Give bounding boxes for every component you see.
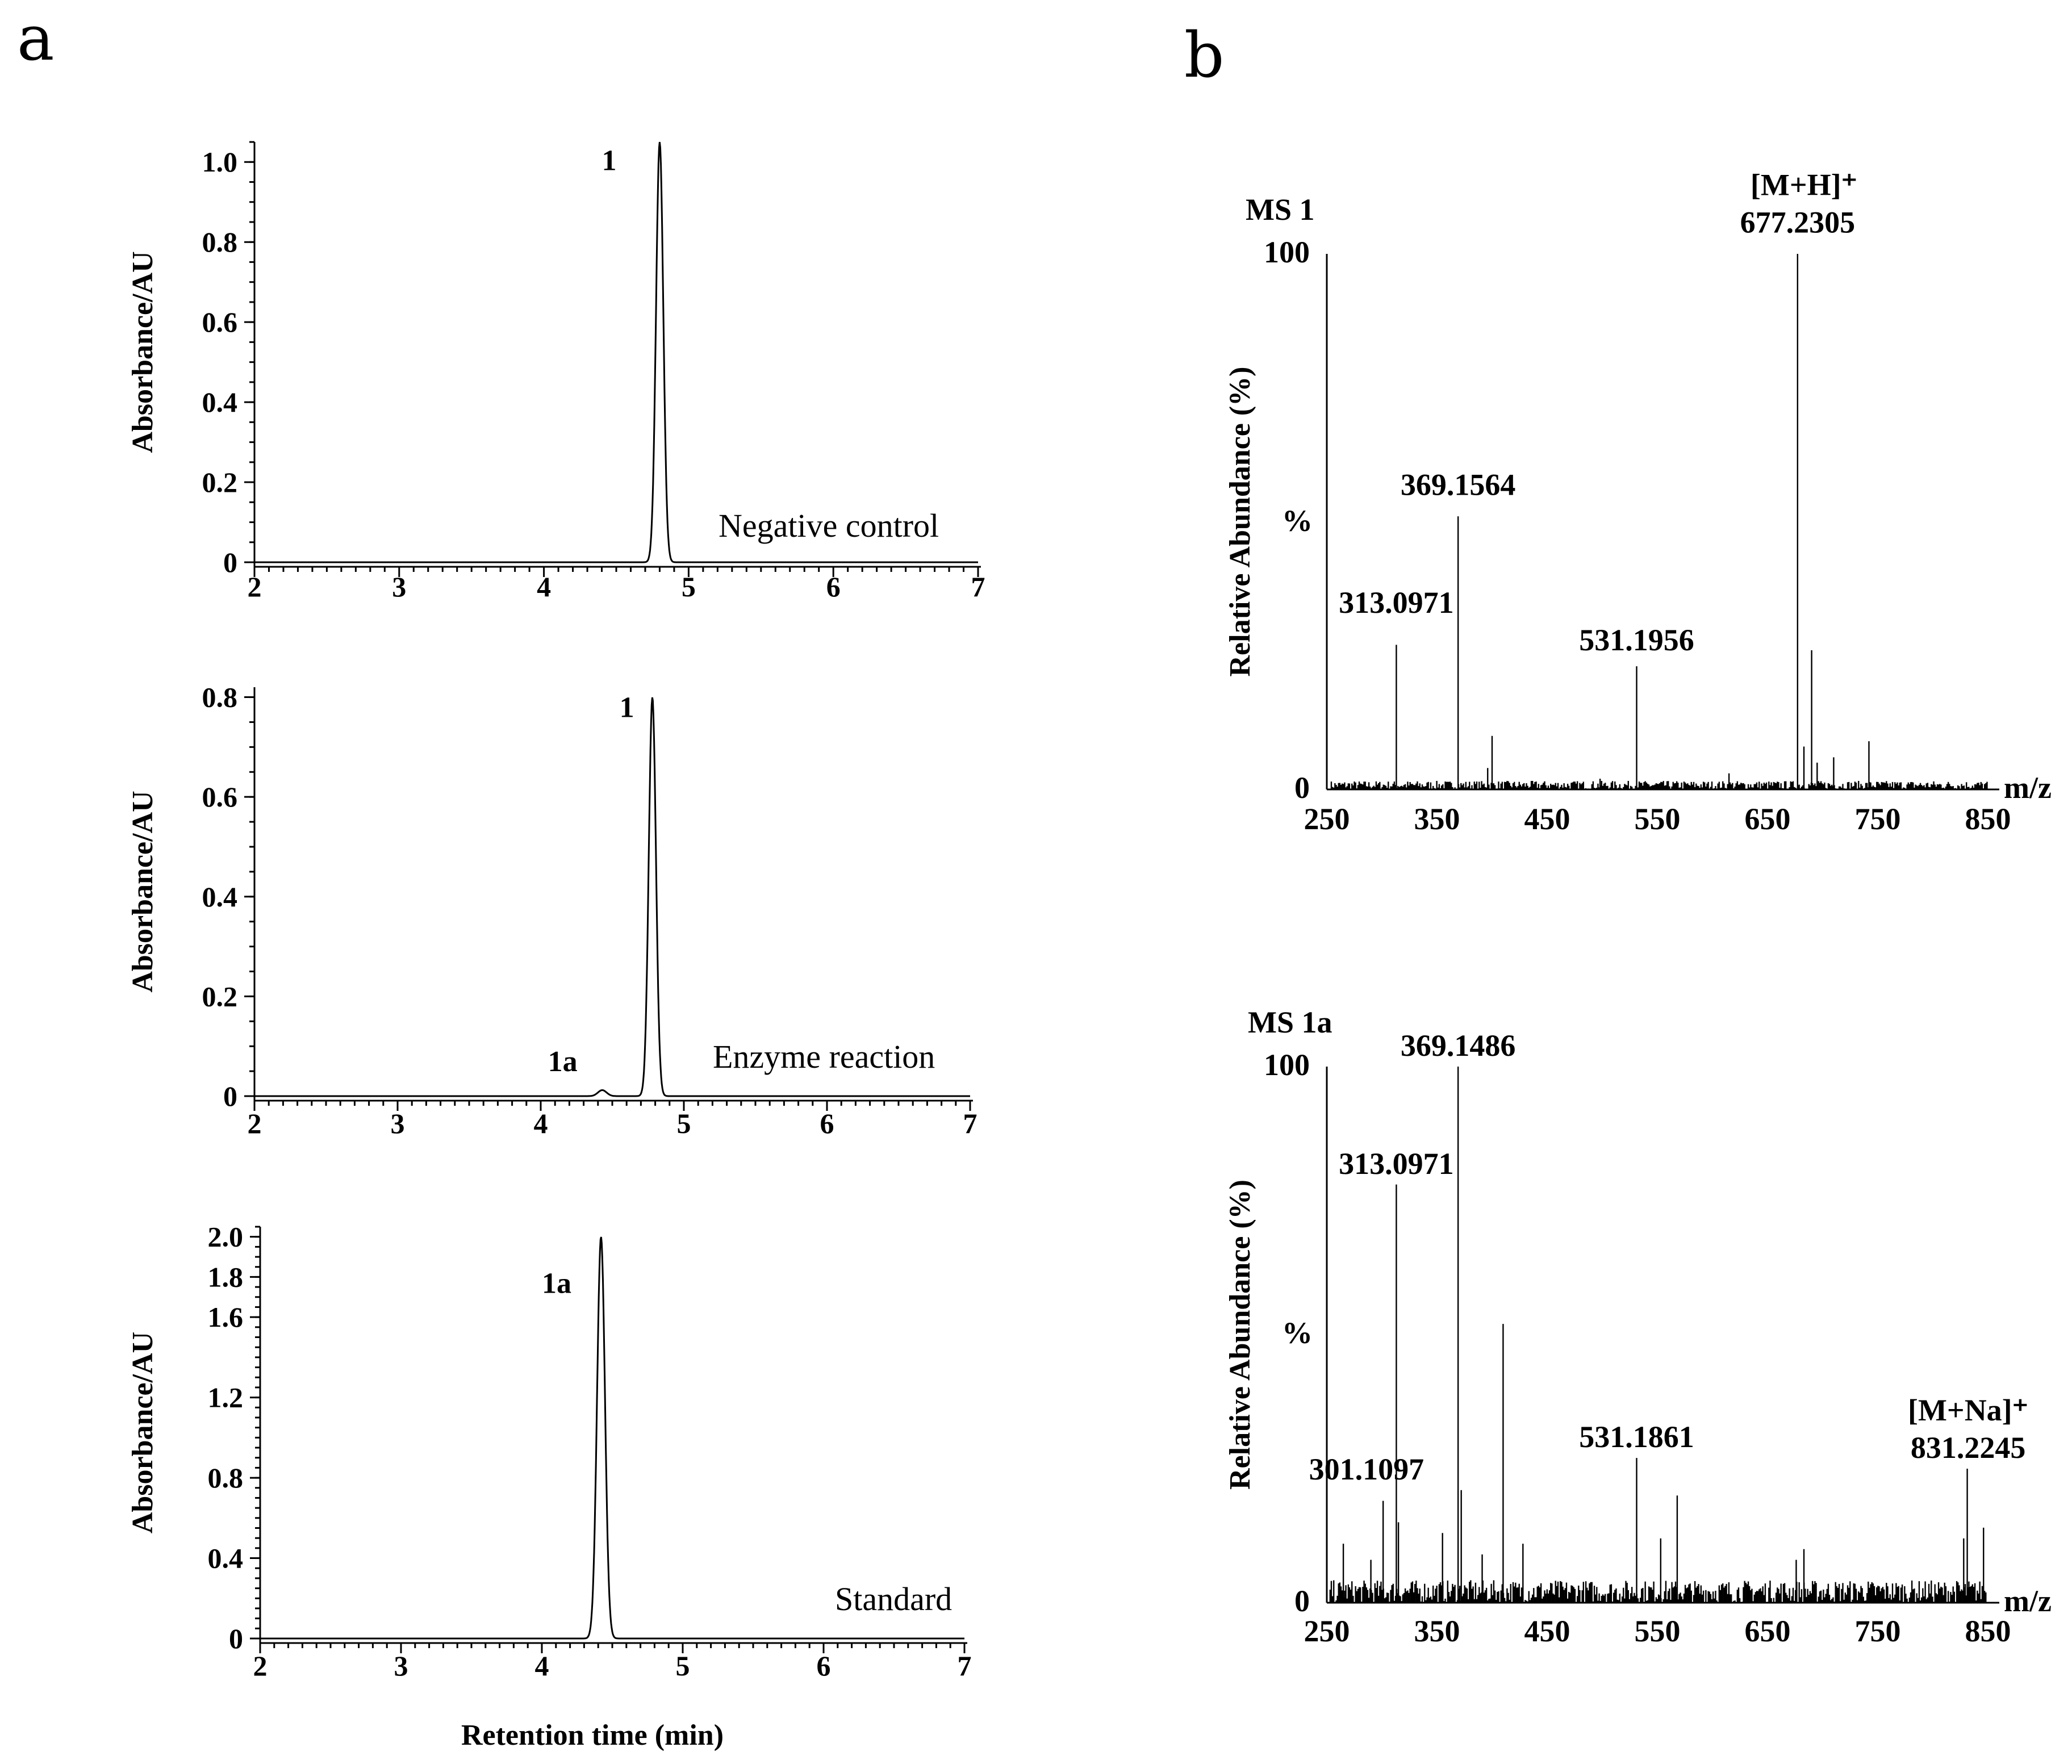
peak-annotation: 301.1097 xyxy=(1309,1452,1424,1486)
y-tick-label: 100 xyxy=(1264,235,1310,269)
peak-annotation: 313.0971 xyxy=(1339,586,1454,620)
x-tick-label: 250 xyxy=(1304,802,1350,836)
y-tick-label: 0.6 xyxy=(202,306,238,338)
x-tick-label: 4 xyxy=(537,571,551,603)
x-tick-label: 4 xyxy=(535,1650,549,1682)
y-tick-label: 0.4 xyxy=(202,386,238,418)
x-tick-label: 750 xyxy=(1855,802,1901,836)
x-tick-label: 450 xyxy=(1524,1614,1570,1648)
condition-label: Standard xyxy=(835,1581,952,1617)
condition-label: Negative control xyxy=(718,507,939,544)
peak-annotation: 313.0971 xyxy=(1339,1147,1454,1181)
x-tick-label: 3 xyxy=(391,1107,405,1139)
x-tick-label: 6 xyxy=(817,1650,831,1682)
x-tick-label: 850 xyxy=(1965,802,2011,836)
peak-annotation: [M+Na]⁺ xyxy=(1908,1393,2028,1427)
x-tick-label: 850 xyxy=(1965,1614,2011,1648)
x-tick-label: 350 xyxy=(1414,1614,1460,1648)
y-tick-label: 0 xyxy=(223,1080,237,1112)
x-tick-label: 7 xyxy=(958,1650,972,1682)
peak-label: 1a xyxy=(542,1268,571,1300)
y-axis-title: Relative Abundance (%) xyxy=(1224,367,1256,677)
x-axis-unit: m/z xyxy=(2004,771,2052,805)
x-tick-label: 650 xyxy=(1745,802,1791,836)
x-tick-label: 4 xyxy=(534,1107,548,1139)
x-axis-title: Retention time (min) xyxy=(461,1719,724,1752)
chromatogram-trace xyxy=(254,697,970,1097)
x-tick-label: 2 xyxy=(248,1107,262,1139)
y-axis-title: Absorbance/AU xyxy=(127,251,159,453)
peak-annotation: 531.1861 xyxy=(1579,1420,1694,1454)
y-axis-title: Absorbance/AU xyxy=(127,791,159,992)
x-tick-label: 550 xyxy=(1635,802,1681,836)
peak-label: 1a xyxy=(548,1046,578,1078)
peak-annotation: 369.1564 xyxy=(1401,467,1516,501)
x-tick-label: 7 xyxy=(971,571,985,603)
x-tick-label: 5 xyxy=(676,1650,690,1682)
y-tick-label: 0 xyxy=(1294,1584,1310,1618)
x-tick-label: 6 xyxy=(820,1107,834,1139)
x-tick-label: 750 xyxy=(1855,1614,1901,1648)
peak-label: 1 xyxy=(620,692,634,724)
x-tick-label: 250 xyxy=(1304,1614,1350,1648)
x-tick-label: 3 xyxy=(394,1650,408,1682)
x-tick-label: 7 xyxy=(963,1107,977,1139)
y-tick-label: 0.8 xyxy=(202,682,238,713)
y-tick-label: 0.2 xyxy=(202,466,238,498)
chart-layer: 2 3 4 5 6 7 0 0.2 0.4 0.6 0.8 1.0 1 Negative control A… xyxy=(127,141,2052,1752)
x-tick-label: 5 xyxy=(677,1107,691,1139)
y-axis-title: Absorbance/AU xyxy=(127,1332,159,1533)
x-tick-label: 5 xyxy=(682,571,696,603)
x-tick-label: 650 xyxy=(1745,1614,1791,1648)
y-tick-label: 1.6 xyxy=(208,1301,244,1333)
x-axis-unit: m/z xyxy=(2004,1584,2052,1618)
y-tick-label: 0.2 xyxy=(202,980,238,1012)
y-tick-label: 0.8 xyxy=(208,1462,244,1494)
peak-annotation: 831.2245 xyxy=(1911,1431,2026,1465)
y-tick-label: 0 xyxy=(1294,771,1310,805)
y-tick-label: 1.2 xyxy=(208,1382,244,1414)
percent-label: % xyxy=(1282,504,1313,538)
y-tick-label: 1.8 xyxy=(208,1261,244,1293)
x-tick-label: 550 xyxy=(1635,1614,1681,1648)
y-tick-label: 0 xyxy=(229,1623,243,1654)
y-tick-label: 0.4 xyxy=(202,881,238,913)
spectrum-title: MS 1a xyxy=(1248,1005,1332,1039)
x-tick-label: 3 xyxy=(392,571,406,603)
peak-label: 1 xyxy=(602,144,617,177)
x-tick-label: 6 xyxy=(826,571,841,603)
peak-annotation: [M+H]⁺ xyxy=(1751,168,1857,202)
panel-b-letter: b xyxy=(1184,19,1224,91)
x-tick-label: 2 xyxy=(253,1650,268,1682)
panel-a-letter: a xyxy=(17,2,55,74)
chromatogram-trace xyxy=(254,141,978,563)
condition-label: Enzyme reaction xyxy=(713,1038,935,1075)
y-tick-label: 0.6 xyxy=(202,781,238,813)
y-tick-label: 0.8 xyxy=(202,226,238,258)
spectrum-title: MS 1 xyxy=(1246,193,1315,227)
peak-annotation: 369.1486 xyxy=(1401,1029,1516,1063)
y-tick-label: 0.4 xyxy=(208,1543,244,1574)
y-tick-label: 0 xyxy=(223,546,237,578)
percent-label: % xyxy=(1282,1316,1313,1350)
y-tick-label: 2.0 xyxy=(208,1221,244,1253)
chromatogram-trace xyxy=(260,1236,964,1640)
x-tick-label: 350 xyxy=(1414,802,1460,836)
peak-annotation: 677.2305 xyxy=(1740,205,1856,239)
y-tick-label: 1.0 xyxy=(202,146,238,178)
x-tick-label: 2 xyxy=(248,571,262,603)
y-tick-label: 100 xyxy=(1264,1048,1310,1082)
x-tick-label: 450 xyxy=(1524,802,1570,836)
y-axis-title: Relative Abundance (%) xyxy=(1224,1180,1256,1490)
peak-annotation: 531.1956 xyxy=(1579,623,1694,657)
